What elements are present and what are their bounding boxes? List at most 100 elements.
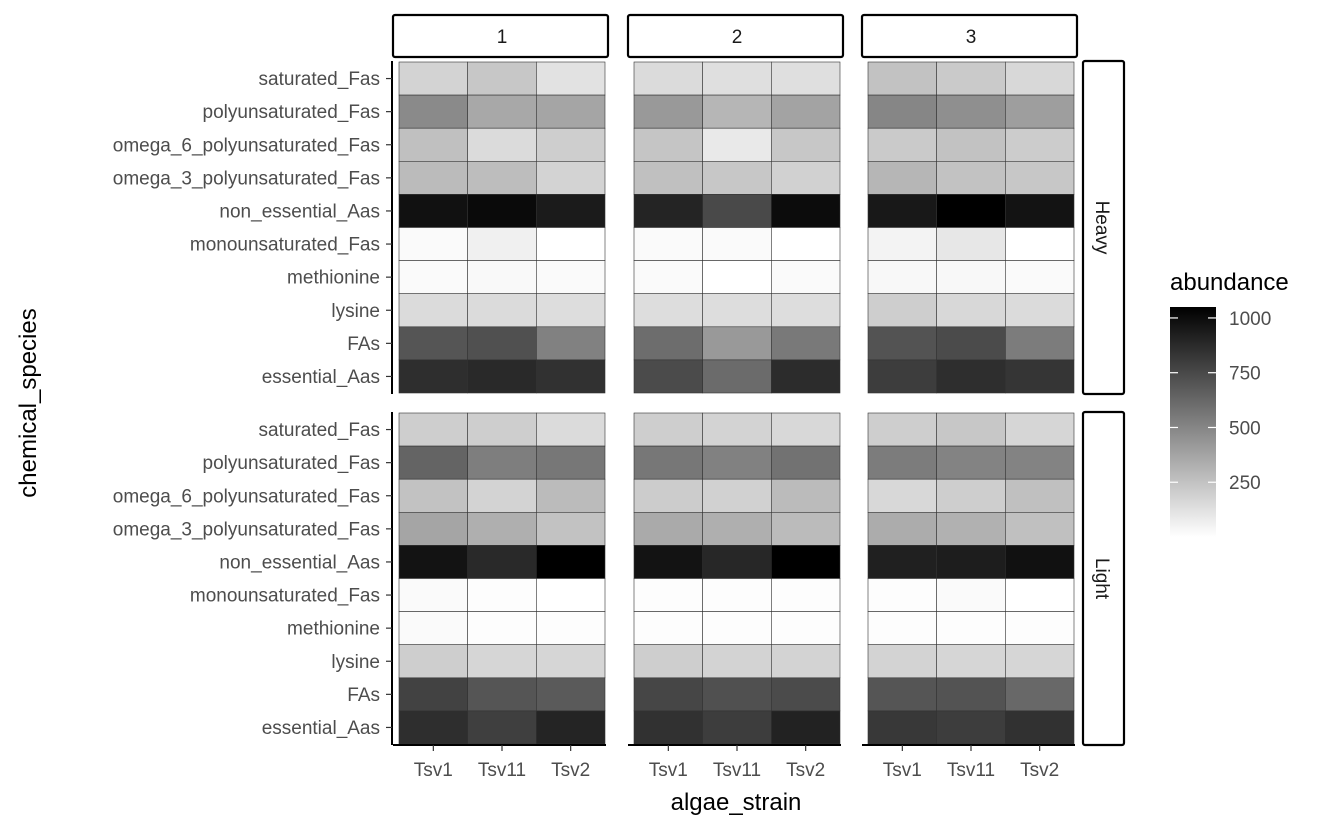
heat-cell xyxy=(1005,445,1075,480)
heat-cell xyxy=(536,611,606,645)
panel-heavy-1 xyxy=(398,61,606,394)
y-tick-label: omega_3_polyunsaturated_Fas xyxy=(113,519,380,540)
heat-cell xyxy=(536,644,606,679)
y-tick-label: polyunsaturated_Fas xyxy=(203,102,380,123)
heat-cell xyxy=(633,511,703,546)
heat-cell xyxy=(867,359,937,394)
heat-cell xyxy=(536,326,606,361)
heat-cell xyxy=(1005,194,1075,228)
heat-cell xyxy=(771,578,841,612)
heat-cell xyxy=(536,677,606,712)
heat-cell xyxy=(1005,578,1075,612)
heat-cell xyxy=(633,227,703,261)
heat-cell xyxy=(633,611,703,645)
heat-cell xyxy=(936,478,1006,513)
x-tick-label: Tsv2 xyxy=(786,760,825,781)
heat-cell xyxy=(398,260,468,295)
heat-cell xyxy=(702,710,772,745)
heat-cell xyxy=(536,127,606,162)
heat-cell xyxy=(467,94,537,129)
heat-cell xyxy=(633,677,703,712)
heat-cell xyxy=(536,445,606,480)
heat-cell xyxy=(467,677,537,712)
heat-cell xyxy=(536,94,606,129)
heat-cell xyxy=(1005,545,1075,579)
facet-strip-col xyxy=(391,13,610,59)
heat-cell xyxy=(936,359,1006,394)
heat-cell xyxy=(702,326,772,361)
y-tick-label: monounsaturated_Fas xyxy=(190,235,380,256)
heat-cell xyxy=(536,359,606,394)
legend-tick-label: 250 xyxy=(1229,473,1261,494)
y-tick-label: non_essential_Aas xyxy=(219,552,380,573)
heat-cell xyxy=(867,545,937,579)
heat-cell xyxy=(1005,644,1075,679)
heat-cell xyxy=(867,710,937,745)
heat-cell xyxy=(702,293,772,328)
heat-cell xyxy=(936,710,1006,745)
heat-cell xyxy=(771,511,841,546)
heat-cell xyxy=(936,161,1006,195)
heat-cell xyxy=(936,260,1006,295)
heat-cell xyxy=(867,161,937,195)
legend: abundance 250 500 750 1000 xyxy=(1170,269,1289,537)
heat-cell xyxy=(1005,161,1075,195)
heat-cell xyxy=(702,412,772,447)
heat-cell xyxy=(771,445,841,480)
heat-cell xyxy=(467,161,537,195)
heat-cell xyxy=(398,710,468,745)
heat-cell xyxy=(702,545,772,579)
x-axis-title: algae_strain xyxy=(671,789,802,816)
heat-cell xyxy=(633,194,703,228)
legend-title: abundance xyxy=(1170,269,1289,296)
heat-cell xyxy=(771,677,841,712)
heat-cell xyxy=(771,611,841,645)
y-tick-label: monounsaturated_Fas xyxy=(190,586,380,607)
heat-cell xyxy=(536,478,606,513)
heat-cell xyxy=(467,412,537,447)
heat-cell xyxy=(467,611,537,645)
heat-cell xyxy=(771,94,841,129)
panel-heavy-2 xyxy=(633,61,841,394)
heat-cell xyxy=(771,194,841,228)
heat-cell xyxy=(467,478,537,513)
facet-strip-row xyxy=(1081,410,1126,747)
heat-cell xyxy=(398,611,468,645)
facet-strip-col xyxy=(626,13,845,59)
y-tick-label: essential_Aas xyxy=(262,718,380,739)
heat-cell xyxy=(936,127,1006,162)
heat-cell xyxy=(867,326,937,361)
heat-cell xyxy=(702,578,772,612)
heat-cell xyxy=(467,578,537,612)
x-tick-label: Tsv1 xyxy=(649,760,688,781)
heat-cell xyxy=(398,127,468,162)
heat-cell xyxy=(771,359,841,394)
heat-cell xyxy=(867,578,937,612)
heat-cell xyxy=(536,260,606,295)
heat-cell xyxy=(633,644,703,679)
heat-cell xyxy=(633,161,703,195)
heat-cell xyxy=(702,260,772,295)
legend-tick-label: 750 xyxy=(1229,364,1261,385)
y-tick-label: lysine xyxy=(331,301,380,322)
heat-cell xyxy=(867,412,937,447)
heat-cell xyxy=(936,545,1006,579)
heat-cell xyxy=(633,578,703,612)
heat-cell xyxy=(771,412,841,447)
y-tick-label: FAs xyxy=(347,685,380,706)
heat-cell xyxy=(936,293,1006,328)
heat-cell xyxy=(536,578,606,612)
y-tick-label: saturated_Fas xyxy=(259,69,380,90)
heat-cell xyxy=(936,227,1006,261)
heat-cell xyxy=(1005,611,1075,645)
heat-cell xyxy=(936,326,1006,361)
heat-cell xyxy=(702,94,772,129)
heat-cell xyxy=(398,359,468,394)
heat-cell xyxy=(936,511,1006,546)
heat-cell xyxy=(1005,359,1075,394)
heat-cell xyxy=(771,127,841,162)
heat-cell xyxy=(936,94,1006,129)
facet-strip-row xyxy=(1081,59,1126,396)
y-tick-label: FAs xyxy=(347,334,380,355)
heat-cell xyxy=(536,412,606,447)
